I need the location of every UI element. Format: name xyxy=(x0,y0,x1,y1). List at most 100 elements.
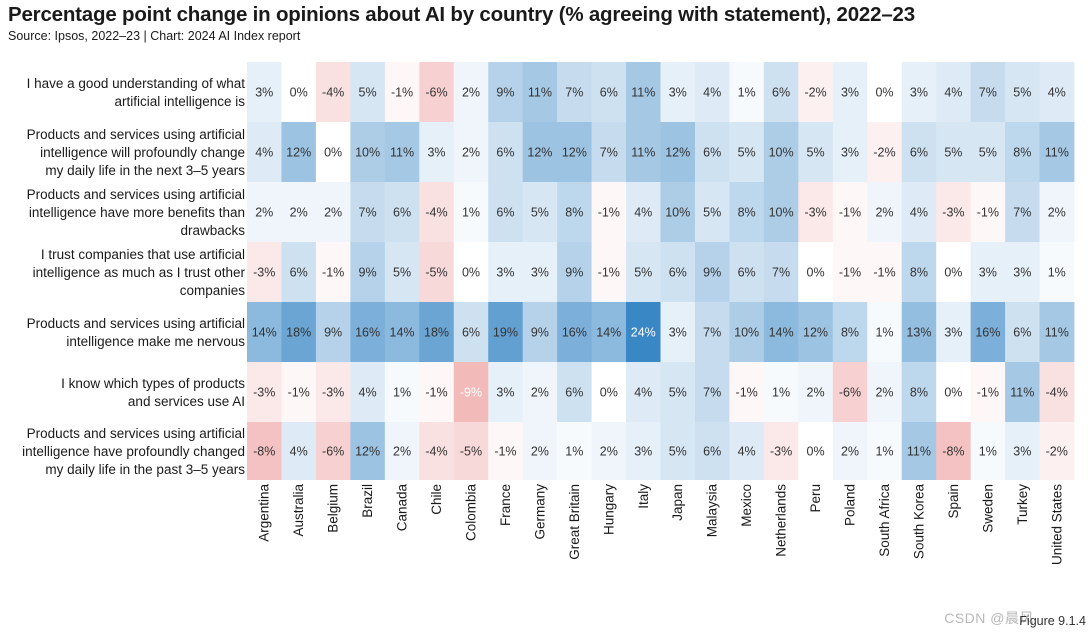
heatmap-cell xyxy=(522,422,558,480)
column-label: Italy xyxy=(636,484,651,509)
heatmap-cell-value: -1% xyxy=(839,206,861,220)
heatmap-cell-value: 8% xyxy=(841,326,859,340)
heatmap-cell-value: -1% xyxy=(598,206,620,220)
heatmap-cell xyxy=(867,302,903,362)
heatmap-cell xyxy=(867,62,903,122)
heatmap-cell xyxy=(798,302,834,362)
heatmap-cell xyxy=(832,302,868,362)
heatmap-cell xyxy=(626,242,661,302)
heatmap-cell-value: 1% xyxy=(393,386,411,400)
heatmap-cell xyxy=(660,302,696,362)
heatmap-cell xyxy=(384,422,420,480)
heatmap-cell-value: 1% xyxy=(462,206,480,220)
heatmap-cell-value: 5% xyxy=(979,146,997,160)
heatmap-cell-value: 1% xyxy=(979,445,997,459)
heatmap-cell-value: 19% xyxy=(493,326,518,340)
heatmap-cell xyxy=(729,422,765,480)
heatmap-cell xyxy=(1005,362,1040,422)
heatmap-cell xyxy=(315,422,351,480)
heatmap-cell-value: -3% xyxy=(253,266,275,280)
heatmap-cell-value: 9% xyxy=(324,326,342,340)
heatmap-cell-value: 6% xyxy=(1013,326,1031,340)
heatmap-cell-value: 0% xyxy=(944,386,962,400)
heatmap-cell-value: 3% xyxy=(841,146,859,160)
heatmap-cell xyxy=(626,182,661,242)
column-label: Netherlands xyxy=(774,484,789,557)
heatmap-cell-value: -1% xyxy=(598,266,620,280)
heatmap-cell-value: -6% xyxy=(425,86,447,100)
heatmap-cell xyxy=(419,242,455,302)
heatmap-cell xyxy=(1039,182,1075,242)
heatmap-cell-value: 2% xyxy=(255,206,273,220)
heatmap-cell-value: 12% xyxy=(562,146,587,160)
heatmap-cell-value: 1% xyxy=(875,326,893,340)
heatmap-cell-value: 0% xyxy=(324,146,342,160)
heatmap-cell-value: -5% xyxy=(460,445,482,459)
row-label: I trust companies that use artificial int… xyxy=(33,247,246,298)
heatmap-cell-value: 9% xyxy=(565,266,583,280)
heatmap-cell-value: 3% xyxy=(669,326,687,340)
heatmap-cell-value: 14% xyxy=(769,326,794,340)
heatmap-cell xyxy=(419,362,455,422)
heatmap-cell-value: 7% xyxy=(703,326,721,340)
heatmap-cell xyxy=(419,422,455,480)
heatmap-cell xyxy=(591,362,627,422)
heatmap-cell-value: 12% xyxy=(355,445,380,459)
heatmap-cell xyxy=(1039,422,1075,480)
heatmap-cell-value: 2% xyxy=(324,206,342,220)
heatmap-cell-value: 1% xyxy=(565,445,583,459)
heatmap-cell-value: 5% xyxy=(1013,86,1031,100)
heatmap-cell xyxy=(867,242,903,302)
heatmap-cell-value: 10% xyxy=(734,326,759,340)
heatmap-cell xyxy=(247,122,282,182)
heatmap-cell-value: 3% xyxy=(531,266,549,280)
heatmap-cell xyxy=(867,122,903,182)
heatmap-cell-value: -2% xyxy=(1046,445,1068,459)
heatmap-cell xyxy=(350,362,386,422)
heatmap-cell xyxy=(315,302,351,362)
heatmap-cell xyxy=(936,302,972,362)
heatmap-cell xyxy=(247,422,282,480)
column-label: Peru xyxy=(808,484,823,513)
heatmap-cell-value: 5% xyxy=(669,445,687,459)
heatmap-cell xyxy=(626,362,661,422)
heatmap-cell-value: 2% xyxy=(600,445,618,459)
heatmap-cell xyxy=(384,182,420,242)
column-label: Belgium xyxy=(326,484,341,533)
heatmap-cell-value: -1% xyxy=(494,445,516,459)
heatmap-cell xyxy=(557,422,592,480)
heatmap-cell-value: 9% xyxy=(531,326,549,340)
heatmap-cell xyxy=(729,122,765,182)
heatmap-cell xyxy=(970,362,1006,422)
heatmap-cell-value: 5% xyxy=(738,146,756,160)
heatmap-cell xyxy=(901,182,937,242)
heatmap-cell xyxy=(453,422,489,480)
heatmap-cell xyxy=(350,242,386,302)
heatmap-cell xyxy=(281,62,317,122)
heatmap-cell-value: -1% xyxy=(977,386,999,400)
heatmap-cell-value: 8% xyxy=(738,206,756,220)
heatmap-cell-value: -6% xyxy=(839,386,861,400)
heatmap-cell-value: 2% xyxy=(462,146,480,160)
column-label: Great Britain xyxy=(567,484,582,560)
heatmap-cell xyxy=(798,242,834,302)
heatmap-cell xyxy=(867,182,903,242)
heatmap-cell-value: 11% xyxy=(631,146,655,160)
heatmap-cell-value: 3% xyxy=(910,86,928,100)
heatmap-cell xyxy=(522,362,558,422)
heatmap-cell xyxy=(557,302,592,362)
figure-label: Figure 9.1.4 xyxy=(1019,614,1086,628)
heatmap-cell xyxy=(970,422,1006,480)
heatmap-cell-value: 5% xyxy=(669,386,687,400)
heatmap-cell xyxy=(315,362,351,422)
heatmap-cell xyxy=(453,302,489,362)
heatmap-cell-value: 6% xyxy=(290,266,308,280)
heatmap-cell-value: -1% xyxy=(288,386,310,400)
heatmap-cell-value: 3% xyxy=(841,86,859,100)
heatmap-cell xyxy=(763,302,799,362)
heatmap-cell-value: 12% xyxy=(803,326,828,340)
heatmap-cell-value: 12% xyxy=(286,146,311,160)
heatmap-cell-value: 3% xyxy=(1013,266,1031,280)
heatmap-cell-value: 8% xyxy=(565,206,583,220)
heatmap-cell-value: -9% xyxy=(460,386,482,400)
